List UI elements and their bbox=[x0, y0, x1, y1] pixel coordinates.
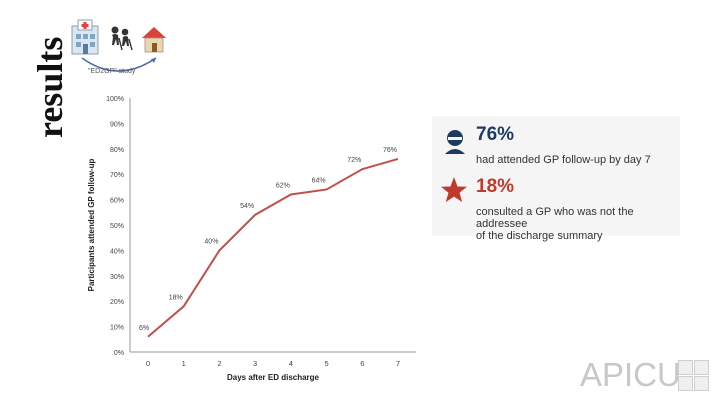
house-icon bbox=[142, 27, 166, 53]
study-caption: "ED2GP" study bbox=[88, 68, 136, 75]
y-tick-label: 30% bbox=[110, 274, 124, 281]
apicu-logo: APICU bbox=[580, 354, 710, 398]
x-tick-label: 7 bbox=[396, 359, 400, 368]
y-tick-label: 10% bbox=[110, 325, 124, 332]
y-tick-label: 60% bbox=[110, 198, 124, 205]
stat-text-line: had attended GP follow-up by day 7 bbox=[476, 154, 651, 166]
logo-mark bbox=[678, 376, 693, 391]
stat-value-attended: 76% bbox=[476, 124, 515, 145]
study-illustration bbox=[68, 18, 178, 82]
logo-mark bbox=[694, 376, 709, 391]
data-label: 72% bbox=[347, 157, 361, 164]
page-title: results bbox=[4, 0, 64, 160]
x-tick-label: 2 bbox=[217, 359, 221, 368]
star-icon bbox=[441, 177, 467, 202]
x-tick-label: 4 bbox=[289, 359, 293, 368]
data-label: 64% bbox=[312, 177, 326, 184]
y-tick-label: 90% bbox=[110, 121, 124, 128]
data-label: 76% bbox=[383, 147, 397, 154]
series-line bbox=[147, 157, 399, 338]
y-tick-label: 20% bbox=[110, 299, 124, 306]
stat-text-attended: had attended GP follow-up by day 7 bbox=[476, 154, 651, 166]
data-label: 54% bbox=[240, 203, 254, 210]
stats-panel: 76% had attended GP follow-up by day 7 1… bbox=[432, 116, 680, 242]
y-tick-label: 0% bbox=[114, 350, 124, 357]
x-tick-label: 5 bbox=[324, 359, 328, 368]
stat-value-other-gp: 18% bbox=[476, 176, 515, 197]
logo-text: APICU bbox=[580, 356, 681, 393]
person-icon bbox=[445, 130, 465, 154]
x-tick-label: 3 bbox=[253, 359, 257, 368]
data-label: 18% bbox=[169, 294, 183, 301]
page-title-text: results bbox=[30, 37, 64, 138]
data-label: 40% bbox=[204, 238, 218, 245]
chart-svg: 0% 10% 20% 30% 40% 50% 60% 70% 80% 90% 100% 0 1 2 3 4 5… bbox=[87, 96, 416, 382]
logo-mark bbox=[694, 360, 709, 375]
y-tick-label: 100% bbox=[106, 96, 124, 103]
x-axis-label: Days after ED discharge bbox=[227, 373, 320, 382]
data-label: 6% bbox=[139, 325, 149, 332]
y-axis-label: Participants attended GP follow-up bbox=[87, 159, 96, 292]
data-label: 62% bbox=[276, 183, 290, 190]
stat-text-line: consulted a GP who was not the addressee bbox=[476, 206, 634, 230]
y-tick-label: 70% bbox=[110, 172, 124, 179]
stat-text-line: of the discharge summary bbox=[476, 230, 603, 242]
logo-mark bbox=[678, 360, 693, 375]
hospital-icon bbox=[71, 19, 99, 55]
stat-text-other-gp: consulted a GP who was not the addressee… bbox=[476, 206, 680, 242]
line-chart: 0% 10% 20% 30% 40% 50% 60% 70% 80% 90% 100% 0 1 2 3 4 5… bbox=[80, 86, 430, 386]
elderly-couple-icon bbox=[111, 26, 133, 51]
y-tick-label: 80% bbox=[110, 147, 124, 154]
y-tick-label: 50% bbox=[110, 223, 124, 230]
x-tick-label: 1 bbox=[182, 359, 186, 368]
y-tick-label: 40% bbox=[110, 248, 124, 255]
x-tick-label: 6 bbox=[360, 359, 364, 368]
x-tick-label: 0 bbox=[146, 359, 150, 368]
